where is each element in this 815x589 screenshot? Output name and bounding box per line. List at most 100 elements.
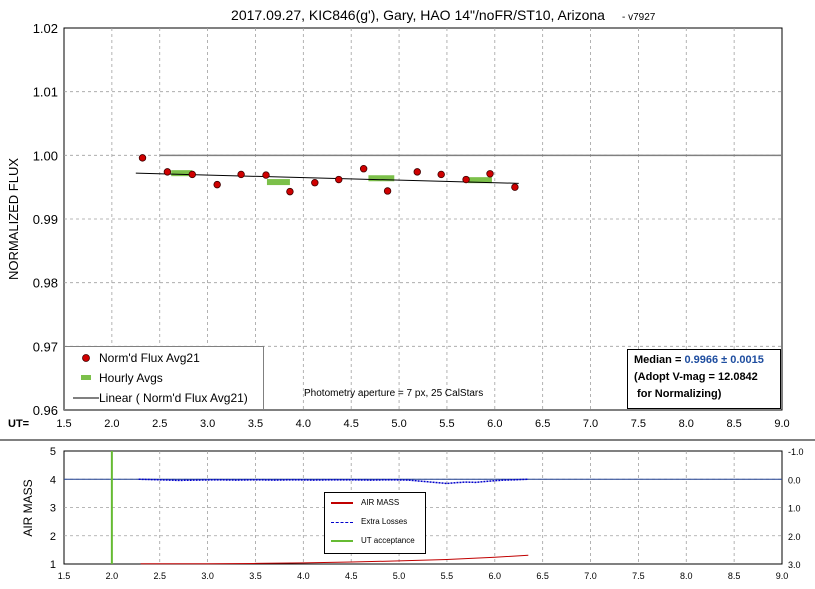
x-axis-label: UT= bbox=[8, 418, 29, 430]
x-tick-label: 6.5 bbox=[536, 571, 549, 581]
flux-data-point bbox=[359, 165, 368, 173]
flux-data-point bbox=[511, 183, 519, 191]
linear-fit-line bbox=[135, 172, 519, 184]
x-tick-label: 9.0 bbox=[776, 571, 789, 581]
legend-item-hourly: Hourly Avgs bbox=[65, 369, 263, 387]
legend-label: Extra Losses bbox=[361, 517, 408, 526]
y-tick-label: 0.97 bbox=[33, 339, 58, 354]
legend-label: Hourly Avgs bbox=[99, 371, 163, 385]
blue-dashed-line-icon bbox=[331, 522, 353, 523]
x-tick-label: 4.0 bbox=[297, 571, 310, 581]
x-tick-label: 5.0 bbox=[393, 571, 406, 581]
y-tick-label: 1.01 bbox=[33, 85, 58, 100]
legend-label: UT acceptance bbox=[361, 536, 415, 545]
y2-tick-label: 0.0 bbox=[788, 475, 801, 485]
y2-tick-label: 1.0 bbox=[788, 504, 801, 514]
x-tick-label: 4.5 bbox=[344, 418, 359, 430]
hourly-avg-bar bbox=[368, 175, 395, 182]
y2-tick-label: 3.0 bbox=[788, 560, 801, 570]
black-line-icon bbox=[73, 397, 99, 399]
x-tick-label: 6.0 bbox=[487, 418, 502, 430]
median-value: 0.9966 ± 0.0015 bbox=[684, 354, 764, 366]
x-tick-label: 7.0 bbox=[583, 418, 598, 430]
flux-data-point bbox=[188, 170, 196, 179]
median-box: Median = 0.9966 ± 0.0015 (Adopt V-mag = … bbox=[627, 349, 781, 409]
red-dot-icon bbox=[82, 354, 90, 362]
flux-data-point bbox=[335, 175, 343, 184]
x-tick-label: 8.5 bbox=[728, 571, 741, 581]
flux-data-point bbox=[286, 187, 294, 196]
x-tick-label: 9.0 bbox=[774, 418, 789, 430]
airmass-legend: AIR MASS Extra Losses UT acceptance bbox=[324, 492, 426, 554]
y2-tick-label: 2.0 bbox=[788, 532, 801, 542]
flux-data-point bbox=[163, 168, 172, 176]
x-tick-label: 5.5 bbox=[441, 571, 454, 581]
x-tick-label: 1.5 bbox=[56, 418, 71, 430]
x-tick-label: 2.5 bbox=[153, 571, 166, 581]
x-tick-label: 7.5 bbox=[632, 571, 645, 581]
y-tick-label: 4 bbox=[50, 474, 56, 486]
y-tick-label: 1.02 bbox=[33, 21, 58, 36]
y-axis-label: AIR MASS bbox=[21, 479, 35, 536]
hourly-avg-bar bbox=[467, 177, 492, 184]
x-tick-label: 2.0 bbox=[104, 418, 119, 430]
legend-item-extra-losses: Extra Losses bbox=[325, 514, 425, 530]
flux-data-point bbox=[138, 154, 147, 162]
y-tick-label: 1 bbox=[50, 559, 56, 571]
median-line: Median = 0.9966 ± 0.0015 bbox=[634, 354, 764, 366]
flux-data-point bbox=[213, 180, 221, 189]
legend-item-linear: Linear ( Norm'd Flux Avg21) bbox=[65, 389, 263, 407]
y-axis-label: NORMALIZED FLUX bbox=[6, 158, 21, 280]
chart-title-suffix: - v7927 bbox=[622, 12, 656, 23]
aperture-annotation: Photometry aperture = 7 px, 25 CalStars bbox=[304, 388, 484, 399]
adopt-vmag-line: (Adopt V-mag = 12.0842 bbox=[634, 371, 758, 383]
x-tick-label: 5.5 bbox=[439, 418, 454, 430]
legend-item-flux: Norm'd Flux Avg21 bbox=[65, 349, 263, 367]
green-bar-icon bbox=[81, 375, 91, 380]
y-tick-label: 2 bbox=[50, 531, 56, 543]
y-tick-label: 0.99 bbox=[33, 212, 58, 227]
legend-label: Linear ( Norm'd Flux Avg21) bbox=[99, 391, 248, 405]
x-tick-label: 8.0 bbox=[679, 418, 694, 430]
legend-label: Norm'd Flux Avg21 bbox=[99, 351, 200, 365]
x-tick-label: 5.0 bbox=[391, 418, 406, 430]
y2-tick-label: -1.0 bbox=[788, 447, 804, 457]
flux-data-point bbox=[437, 170, 445, 179]
x-tick-label: 6.5 bbox=[535, 418, 550, 430]
x-tick-label: 2.0 bbox=[106, 571, 119, 581]
hourly-avg-bar bbox=[171, 170, 193, 177]
flux-data-point bbox=[383, 187, 392, 195]
legend-item-ut-acceptance: UT acceptance bbox=[325, 533, 425, 549]
x-tick-label: 8.5 bbox=[726, 418, 741, 430]
flux-data-point bbox=[413, 168, 421, 176]
median-label: Median = bbox=[634, 354, 682, 366]
x-tick-label: 3.0 bbox=[201, 571, 214, 581]
hourly-avg-bar bbox=[266, 179, 290, 186]
x-tick-label: 4.5 bbox=[345, 571, 358, 581]
y-tick-label: 0.96 bbox=[33, 403, 58, 418]
flux-data-point bbox=[311, 179, 319, 187]
normalizing-line: for Normalizing) bbox=[634, 388, 722, 400]
y-tick-label: 1.00 bbox=[33, 148, 58, 163]
y-tick-label: 0.98 bbox=[33, 276, 58, 291]
y-tick-label: 5 bbox=[50, 446, 56, 458]
flux-data-point bbox=[262, 171, 270, 179]
x-tick-label: 2.5 bbox=[152, 418, 167, 430]
airmass-line bbox=[140, 554, 529, 565]
x-tick-label: 4.0 bbox=[296, 418, 311, 430]
x-tick-label: 3.0 bbox=[200, 418, 215, 430]
red-line-icon bbox=[331, 502, 353, 504]
chart-title: 2017.09.27, KIC846(g'), Gary, HAO 14"/no… bbox=[231, 7, 605, 23]
extra-losses-line bbox=[138, 478, 529, 485]
x-tick-label: 8.0 bbox=[680, 571, 693, 581]
flux-legend: Norm'd Flux Avg21 Hourly Avgs Linear ( N… bbox=[64, 346, 264, 410]
y-tick-label: 3 bbox=[50, 503, 56, 515]
x-tick-label: 7.5 bbox=[631, 418, 646, 430]
legend-label: AIR MASS bbox=[361, 498, 400, 507]
x-tick-label: 1.5 bbox=[58, 571, 71, 581]
x-tick-label: 3.5 bbox=[249, 571, 262, 581]
flux-data-point bbox=[462, 175, 470, 184]
legend-item-airmass: AIR MASS bbox=[325, 495, 425, 511]
green-line-icon bbox=[331, 540, 353, 542]
x-tick-label: 3.5 bbox=[248, 418, 263, 430]
